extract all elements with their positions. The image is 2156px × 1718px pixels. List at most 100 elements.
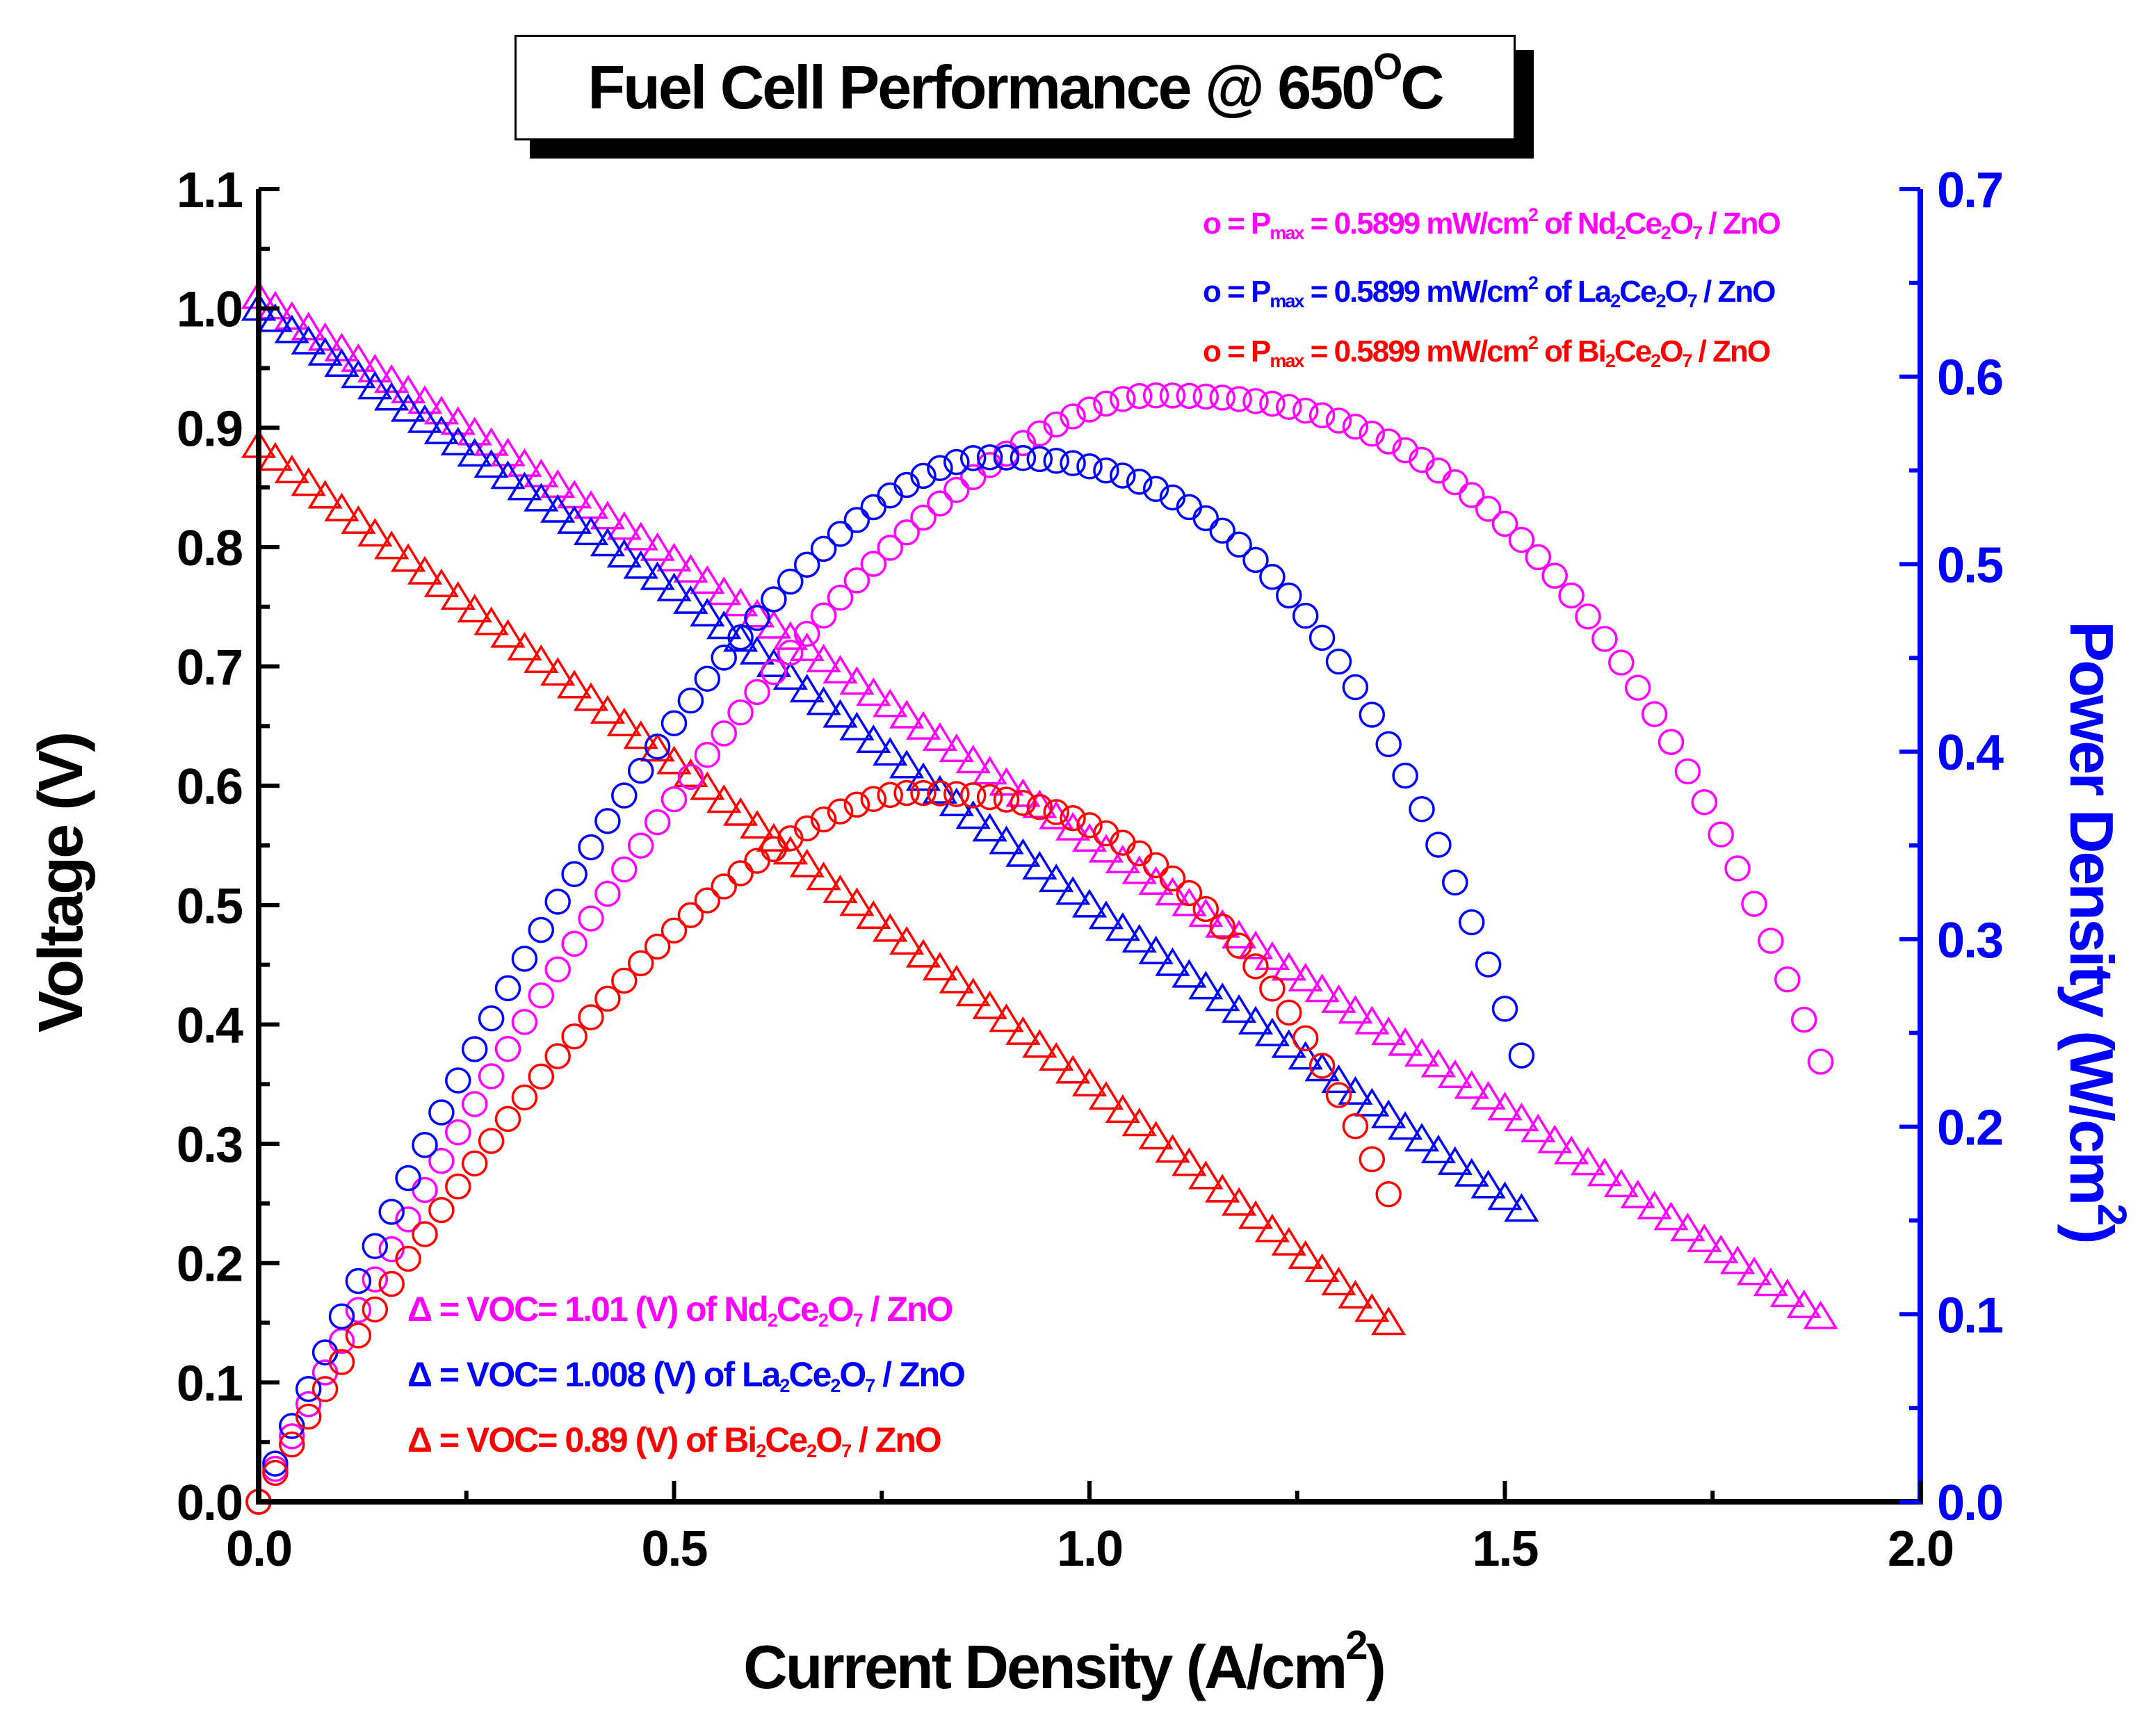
- power-point: [827, 521, 854, 547]
- y-tick-label: 0.4: [177, 998, 243, 1053]
- voltage-point: [772, 621, 808, 650]
- voltage-point: [972, 756, 1007, 785]
- voltage-point: [1155, 877, 1190, 906]
- power-point: [544, 889, 571, 915]
- voltage-point: [1138, 1121, 1174, 1150]
- voltage-point: [1238, 1200, 1274, 1229]
- voltage-point: [1172, 959, 1207, 988]
- voltage-point: [1420, 1134, 1457, 1164]
- y-tick-label: 0.7: [177, 640, 242, 696]
- power-point: [1342, 1113, 1369, 1140]
- power-point: [511, 1009, 538, 1035]
- voltage-point: [739, 810, 775, 839]
- y2-tick-label: 0.6: [1937, 350, 2002, 406]
- voltage-point: [955, 745, 991, 774]
- voltage-point: [856, 900, 891, 930]
- voltage-point: [1603, 1168, 1639, 1198]
- voltage-point: [1321, 984, 1356, 1013]
- power-point: [827, 798, 854, 825]
- power-point: [594, 808, 621, 834]
- power-point: [1226, 531, 1252, 558]
- voltage-point: [1254, 1213, 1290, 1242]
- voltage-point: [706, 576, 742, 606]
- voltage-point: [989, 1003, 1024, 1032]
- power-point: [428, 1099, 455, 1126]
- voltage-point: [789, 674, 825, 703]
- power-point: [494, 1035, 521, 1062]
- power-point: [877, 535, 903, 561]
- power-point: [893, 519, 920, 546]
- voltage-point: [1039, 864, 1074, 893]
- y2-axis-title: Power Density (W/cm2): [2057, 621, 2134, 1242]
- voltage-point: [524, 644, 559, 674]
- legend-voc-nd: Δ = VOC= 1.01 (V) of Nd2Ce2O7 / ZnO: [407, 1290, 953, 1331]
- power-point: [1060, 804, 1086, 832]
- voltage-point: [1321, 1266, 1356, 1296]
- voltage-point: [1404, 1123, 1440, 1152]
- voltage-point: [1304, 1053, 1340, 1082]
- power-point: [1259, 975, 1286, 1002]
- voltage-point: [590, 528, 626, 557]
- power-point: [1308, 402, 1336, 429]
- voltage-point: [606, 511, 642, 540]
- power-point: [959, 445, 987, 471]
- legend-power-nd: o = Pmax = 0.5899 mW/cm2 of Nd2Ce2O7 / Z…: [1203, 204, 1781, 243]
- power-point: [1126, 382, 1153, 410]
- voltage-point: [440, 426, 476, 455]
- voltage-point: [889, 699, 925, 729]
- voltage-point: [473, 606, 509, 635]
- power-point: [910, 779, 937, 807]
- voltage-point: [1022, 1029, 1057, 1058]
- voltage-point: [374, 382, 410, 411]
- voltage-point: [873, 688, 908, 718]
- voltage-point: [673, 585, 708, 614]
- power-point: [1209, 517, 1235, 544]
- power-point: [1641, 701, 1668, 727]
- power-point: [1458, 482, 1485, 508]
- voltage-point: [640, 733, 675, 762]
- voltage-point: [1238, 930, 1274, 959]
- voltage-point: [490, 437, 526, 467]
- voltage-point: [1304, 973, 1340, 1003]
- power-point: [660, 917, 688, 944]
- voltage-point: [1188, 1160, 1224, 1190]
- voltage-point: [1470, 1169, 1506, 1199]
- voltage-point: [822, 699, 858, 728]
- power-point: [993, 444, 1020, 471]
- power-point: [1575, 603, 1601, 630]
- voltage-point: [457, 594, 492, 623]
- power-point: [660, 786, 688, 813]
- power-point: [877, 781, 903, 809]
- voltage-point: [839, 711, 875, 740]
- x-tick-label: 0.0: [226, 1521, 291, 1577]
- x-tick-label: 1.5: [1472, 1521, 1538, 1577]
- voltage-point: [440, 406, 476, 435]
- voltage-point: [706, 610, 742, 640]
- power-point: [478, 1005, 505, 1032]
- voltage-point: [1205, 1174, 1240, 1203]
- power-point: [1159, 382, 1186, 409]
- power-point: [1010, 790, 1037, 816]
- power-point: [1558, 582, 1584, 609]
- voltage-point: [1521, 1113, 1556, 1142]
- voltage-point: [690, 565, 725, 594]
- power-point: [644, 734, 671, 760]
- power-point: [877, 482, 903, 509]
- power-point: [1674, 758, 1701, 785]
- power-point: [594, 880, 621, 907]
- voltage-point: [922, 722, 958, 751]
- power-point: [561, 930, 587, 957]
- voltage-point: [673, 553, 708, 583]
- power-point: [1192, 505, 1219, 532]
- voltage-point: [341, 343, 376, 372]
- power-point: [711, 720, 737, 747]
- power-point: [843, 567, 870, 594]
- power-point: [461, 1150, 488, 1177]
- voltage-point: [1254, 1017, 1290, 1046]
- series-1: [241, 292, 1539, 1222]
- power-point: [943, 448, 970, 476]
- power-point: [412, 1221, 438, 1247]
- power-point: [744, 679, 770, 706]
- y-tick-label: 1.0: [177, 282, 242, 338]
